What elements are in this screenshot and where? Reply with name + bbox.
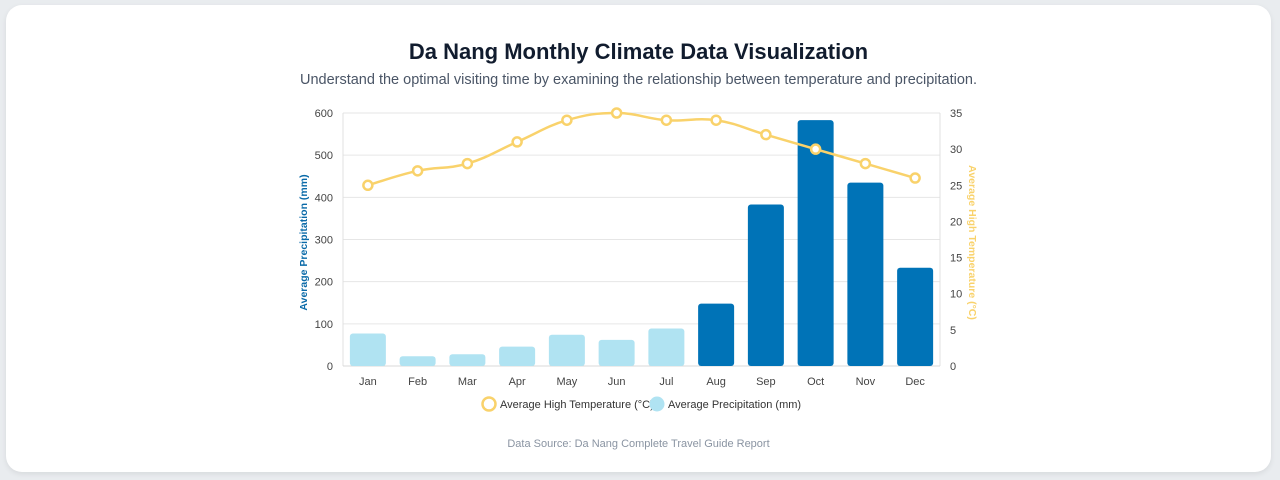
temp-point-jun: [610, 107, 623, 119]
x-tick-label: May: [556, 376, 577, 388]
temp-point-mar: [461, 157, 474, 170]
y-tick-label-right: 10: [950, 289, 962, 301]
y-tick-label-right: 5: [950, 325, 956, 337]
x-tick-label: Nov: [856, 376, 876, 388]
x-tick-label: Jun: [608, 376, 626, 388]
bar-may: [548, 334, 585, 366]
temp-point-may: [561, 114, 573, 126]
x-tick-label: Oct: [807, 376, 824, 388]
temp-point-feb: [411, 165, 424, 177]
y-tick-label-left: 100: [315, 319, 333, 331]
bar-oct: [797, 120, 834, 366]
chart-card: Da Nang Monthly Climate Data Visualizati…: [6, 5, 1271, 472]
temp-point-dec: [909, 172, 921, 184]
y-tick-label-left: 300: [315, 235, 333, 247]
y-tick-label-right: 0: [950, 361, 956, 373]
x-tick-label: Aug: [706, 376, 726, 388]
x-tick-label: Jul: [659, 376, 673, 388]
y-tick-label-right: 15: [950, 253, 962, 265]
bar-sep: [747, 204, 784, 366]
y-tick-label-left: 200: [315, 277, 333, 289]
legend-precipitation-label: Average Precipitation (mm): [668, 399, 801, 411]
x-tick-label: Jan: [359, 376, 377, 388]
legend-precipitation-marker: [649, 396, 665, 412]
temp-point-nov: [859, 157, 872, 170]
x-tick-label: Feb: [408, 376, 427, 388]
chart-subtitle: Understand the optimal visiting time by …: [299, 72, 978, 88]
legend-temperature-label: Average High Temperature (°C): [500, 399, 654, 411]
y-tick-label-right: 25: [950, 180, 962, 192]
x-tick-label: Mar: [458, 376, 477, 388]
temp-point-jan: [362, 179, 374, 192]
bar-jan: [349, 333, 386, 366]
y-tick-label-left: 0: [327, 361, 333, 373]
bar-feb: [399, 356, 436, 366]
bar-nov: [847, 182, 884, 366]
x-tick-label: Sep: [756, 376, 776, 388]
x-tick-label: Dec: [905, 376, 925, 388]
temp-point-sep: [760, 128, 772, 141]
y-tick-label-right: 20: [950, 216, 962, 228]
bar-aug: [698, 303, 735, 366]
temp-point-aug: [710, 114, 722, 126]
temp-point-jul: [660, 114, 673, 126]
y-axis-title-right: Average High Temperature (°C): [966, 165, 978, 320]
y-tick-label-right: 35: [950, 108, 962, 120]
y-tick-label-right: 30: [950, 144, 962, 156]
y-tick-label-left: 500: [315, 150, 333, 162]
y-axis-title-left: Average Precipitation (mm): [298, 174, 310, 310]
bar-dec: [897, 267, 934, 366]
legend-temperature-marker: [481, 396, 497, 412]
x-tick-label: Apr: [509, 376, 526, 388]
y-tick-label-left: 400: [315, 192, 333, 204]
bar-jun: [598, 339, 635, 366]
bar-jul: [648, 328, 685, 366]
data-source: Data Source: Da Nang Complete Travel Gui…: [507, 438, 770, 450]
bar-mar: [449, 354, 486, 366]
chart-title: Da Nang Monthly Climate Data Visualizati…: [408, 39, 869, 64]
y-tick-label-left: 600: [315, 108, 333, 120]
temp-point-oct: [809, 143, 822, 155]
temp-point-apr: [511, 136, 523, 148]
bar-apr: [499, 346, 536, 366]
